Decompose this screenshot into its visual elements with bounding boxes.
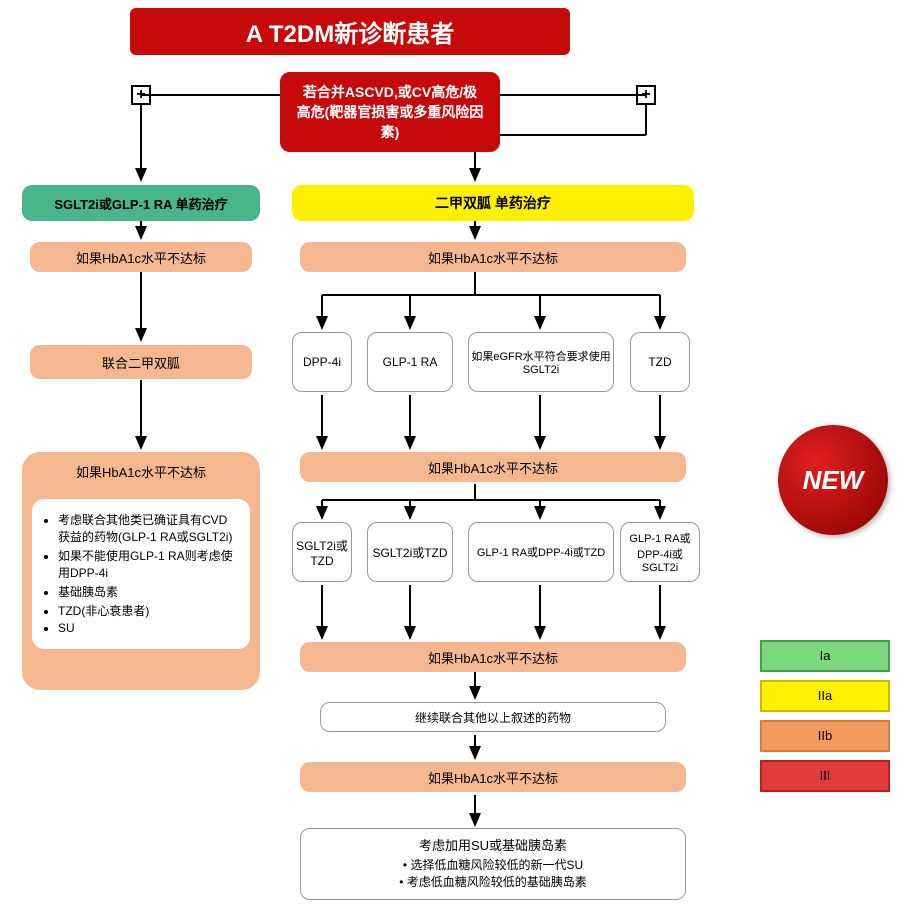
row1-d-text: TZD <box>648 355 671 369</box>
top-condition-text: 若合并ASCVD,或CV高危/极高危(靶器官损害或多重风险因素) <box>297 84 484 140</box>
left-combine-text: 联合二甲双胍 <box>102 353 180 372</box>
left-hba1c-1: 如果HbA1c水平不达标 <box>30 242 252 272</box>
right-continue-text: 继续联合其他以上叙述的药物 <box>415 709 571 726</box>
right-hba1c-4-text: 如果HbA1c水平不达标 <box>428 768 558 787</box>
legend: Ia IIa IIb III <box>760 640 890 800</box>
row1-b-text: GLP-1 RA <box>383 355 438 369</box>
left-hba1c-2: 如果HbA1c水平不达标 <box>32 462 250 481</box>
right-mono-box: 二甲双胍 单药治疗 <box>292 185 694 221</box>
row2-a-text: SGLT2i或TZD <box>295 537 349 568</box>
new-badge: NEW <box>778 425 888 535</box>
row2-c-text: GLP-1 RA或DPP-4i或TZD <box>477 544 605 560</box>
left-hba1c-2-text: 如果HbA1c水平不达标 <box>76 462 206 481</box>
right-hba1c-4: 如果HbA1c水平不达标 <box>300 762 686 792</box>
left-bullet-item: SU <box>58 621 236 635</box>
right-hba1c-3-text: 如果HbA1c水平不达标 <box>428 648 558 667</box>
right-final-b1: 选择低血糖风险较低的新一代SU <box>410 858 583 872</box>
left-bullet-item: 基础胰岛素 <box>58 583 236 600</box>
row1-a-text: DPP-4i <box>303 355 341 369</box>
row1-b: GLP-1 RA <box>367 332 453 392</box>
right-final-b2: 考虑低血糖风险较低的基础胰岛素 <box>407 875 587 889</box>
legend-item: IIb <box>760 720 890 752</box>
left-combine-box: 联合二甲双胍 <box>30 345 252 379</box>
plus-right-icon: + <box>636 85 656 105</box>
row1-a: DPP-4i <box>292 332 352 392</box>
right-hba1c-1-text: 如果HbA1c水平不达标 <box>428 248 558 267</box>
plus-left-icon: + <box>131 85 151 105</box>
right-hba1c-2: 如果HbA1c水平不达标 <box>300 452 686 482</box>
top-condition-box: 若合并ASCVD,或CV高危/极高危(靶器官损害或多重风险因素) <box>280 72 500 152</box>
page-title: A T2DM新诊断患者 <box>130 8 570 55</box>
row2-d-text: GLP-1 RA或DPP-4i或SGLT2i <box>623 530 697 574</box>
right-final: 考虑加用SU或基础胰岛素 • 选择低血糖风险较低的新一代SU • 考虑低血糖风险… <box>300 828 686 900</box>
row2-b-text: SGLT2i或TZD <box>372 544 447 561</box>
left-bullets-box: 考虑联合其他类已确证具有CVD获益的药物(GLP-1 RA或SGLT2i)如果不… <box>32 499 250 649</box>
left-mono-text: SGLT2i或GLP-1 RA 单药治疗 <box>54 194 227 213</box>
legend-item: Ia <box>760 640 890 672</box>
title-text: A T2DM新诊断患者 <box>246 14 454 49</box>
right-hba1c-3: 如果HbA1c水平不达标 <box>300 642 686 672</box>
left-hba1c-1-text: 如果HbA1c水平不达标 <box>76 248 206 267</box>
right-final-head: 考虑加用SU或基础胰岛素 <box>307 835 679 854</box>
legend-item: III <box>760 760 890 792</box>
right-final-b2-row: • 考虑低血糖风险较低的基础胰岛素 <box>307 873 679 890</box>
row1-d: TZD <box>630 332 690 392</box>
left-bullet-item: 如果不能使用GLP-1 RA则考虑使用DPP-4i <box>58 547 236 581</box>
left-bullet-item: 考虑联合其他类已确证具有CVD获益的药物(GLP-1 RA或SGLT2i) <box>58 511 236 545</box>
legend-item: IIa <box>760 680 890 712</box>
right-continue: 继续联合其他以上叙述的药物 <box>320 702 666 732</box>
left-bullet-item: TZD(非心衰患者) <box>58 602 236 619</box>
right-hba1c-1: 如果HbA1c水平不达标 <box>300 242 686 272</box>
right-mono-text: 二甲双胍 单药治疗 <box>435 193 551 213</box>
right-hba1c-2-text: 如果HbA1c水平不达标 <box>428 458 558 477</box>
new-badge-text: NEW <box>803 465 864 496</box>
row2-d: GLP-1 RA或DPP-4i或SGLT2i <box>620 522 700 582</box>
left-mono-box: SGLT2i或GLP-1 RA 单药治疗 <box>22 185 260 221</box>
row1-c: 如果eGFR水平符合要求使用SGLT2i <box>468 332 614 392</box>
row2-c: GLP-1 RA或DPP-4i或TZD <box>468 522 614 582</box>
row1-c-text: 如果eGFR水平符合要求使用SGLT2i <box>471 348 611 376</box>
left-bullets: 考虑联合其他类已确证具有CVD获益的药物(GLP-1 RA或SGLT2i)如果不… <box>36 503 246 645</box>
left-group-outline: 如果HbA1c水平不达标 考虑联合其他类已确证具有CVD获益的药物(GLP-1 … <box>22 452 260 690</box>
row2-a: SGLT2i或TZD <box>292 522 352 582</box>
row2-b: SGLT2i或TZD <box>367 522 453 582</box>
right-final-b1-row: • 选择低血糖风险较低的新一代SU <box>307 856 679 873</box>
